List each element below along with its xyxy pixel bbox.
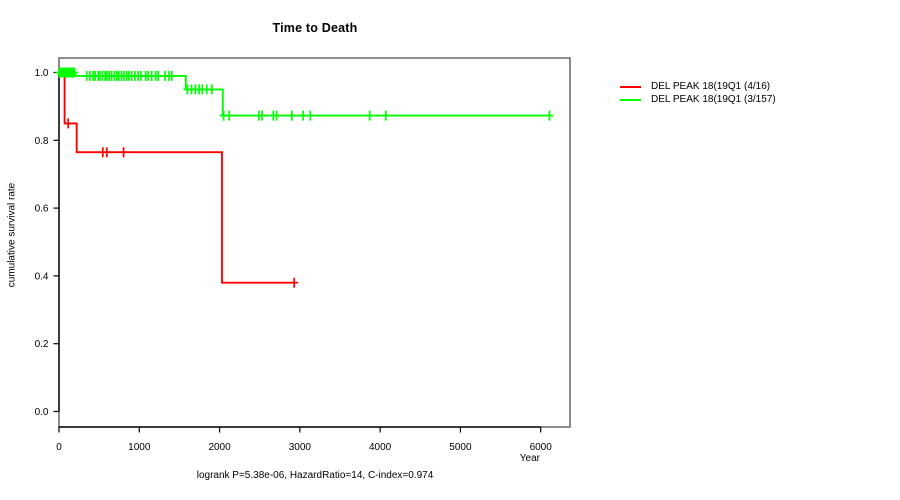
x-tick-label: 5000 bbox=[449, 442, 472, 453]
y-axis-label: cumulative survival rate bbox=[6, 182, 18, 288]
plot-box bbox=[58, 57, 571, 428]
legend-item-red: DEL PEAK 18(19Q1 (4/16) bbox=[620, 80, 776, 93]
x-axis-label: Year bbox=[519, 453, 540, 464]
y-tick-label: 0.0 bbox=[35, 407, 49, 418]
legend-line-green-swatch bbox=[620, 98, 641, 101]
legend-label-green: DEL PEAK 18(19Q1 (3/157) bbox=[651, 94, 776, 105]
censor-marks-green bbox=[55, 67, 554, 121]
stats-annotation: logrank P=5.38e-06, HazardRatio=14, C-in… bbox=[196, 470, 434, 481]
chart-title: Time to Death bbox=[272, 21, 358, 35]
y-tick-label: 1.0 bbox=[35, 68, 49, 79]
legend-label-red: DEL PEAK 18(19Q1 (4/16) bbox=[651, 81, 771, 92]
survival-curve-green bbox=[59, 71, 550, 117]
x-tick-label: 6000 bbox=[530, 442, 553, 453]
y-tick-label: 0.2 bbox=[35, 339, 49, 350]
x-tick-label: 3000 bbox=[289, 442, 312, 453]
y-tick-label: 0.8 bbox=[35, 136, 49, 147]
x-tick-label: 1000 bbox=[128, 442, 151, 453]
y-tick-label: 0.4 bbox=[35, 271, 49, 282]
x-tick-label: 0 bbox=[56, 442, 62, 453]
y-tick-label: 0.6 bbox=[35, 204, 49, 215]
legend-item-green: DEL PEAK 18(19Q1 (3/157) bbox=[620, 93, 776, 106]
x-tick-label: 4000 bbox=[369, 442, 392, 453]
x-tick-label: 2000 bbox=[208, 442, 231, 453]
survival-curve-red bbox=[59, 71, 295, 284]
censor-marks-red bbox=[64, 118, 299, 288]
legend-line-red-swatch bbox=[620, 85, 641, 88]
legend: DEL PEAK 18(19Q1 (4/16) DEL PEAK 18(19Q1… bbox=[620, 80, 776, 106]
